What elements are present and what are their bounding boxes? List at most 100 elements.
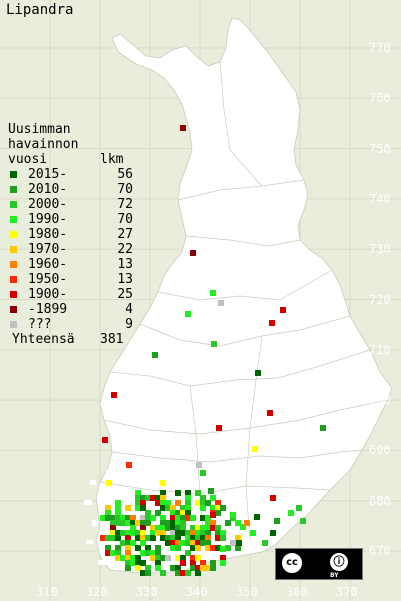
observation-square — [145, 520, 151, 526]
observation-square — [135, 560, 141, 566]
observation-square — [190, 540, 196, 546]
observation-square — [267, 410, 273, 416]
observation-square — [145, 495, 151, 501]
y-tick-label: 670 — [369, 544, 391, 558]
legend-swatch — [10, 291, 17, 298]
observation-square — [135, 555, 141, 561]
observation-square — [235, 520, 241, 526]
observation-square — [211, 341, 217, 347]
legend-swatch — [10, 186, 17, 193]
observation-square — [215, 535, 221, 541]
observation-square — [216, 425, 222, 431]
observation-square — [210, 512, 216, 518]
observation-square — [195, 530, 201, 536]
legend-row: 2015- 56 — [8, 167, 133, 182]
observation-square — [140, 570, 146, 576]
legend-swatch — [10, 201, 17, 208]
observation-square — [190, 560, 196, 566]
observation-square — [195, 565, 201, 571]
x-tick-label: 340 — [186, 585, 208, 599]
y-tick-label: 760 — [369, 91, 391, 106]
observation-square — [170, 565, 176, 571]
observation-square — [175, 555, 181, 561]
legend-row-count: 25 — [117, 287, 133, 302]
legend-row: 2000- 72 — [8, 197, 133, 212]
observation-square — [125, 520, 131, 526]
observation-square — [200, 530, 206, 536]
observation-square — [200, 535, 206, 541]
observation-square — [145, 570, 151, 576]
license-badge[interactable]: cc ⓘ BY — [275, 548, 363, 580]
observation-square — [160, 515, 166, 521]
observation-square — [125, 550, 131, 556]
legend-row-count: 70 — [117, 182, 133, 197]
observation-square — [208, 488, 214, 494]
legend-row: -1899 4 — [8, 302, 133, 317]
observation-square — [120, 530, 126, 536]
observation-square — [180, 530, 186, 536]
observation-square — [115, 545, 121, 551]
observation-square — [165, 525, 171, 531]
observation-square — [195, 570, 201, 576]
legend-row-count: 70 — [117, 212, 133, 227]
observation-square — [210, 505, 216, 511]
observation-square — [160, 520, 166, 526]
observation-square — [215, 530, 221, 536]
observation-square — [155, 500, 161, 506]
observation-square — [175, 535, 181, 541]
legend-heading-1: Uusimman — [8, 122, 71, 137]
observation-square — [175, 530, 181, 536]
observation-square — [195, 490, 201, 496]
legend-row-label: ??? — [28, 317, 52, 332]
legend-row: 1980- 27 — [8, 227, 133, 242]
observation-square — [115, 550, 121, 556]
y-tick-label: 700 — [369, 393, 391, 408]
observation-square — [170, 545, 176, 551]
observation-square — [220, 505, 226, 511]
observation-square — [165, 555, 171, 561]
observation-square — [196, 462, 202, 468]
observation-square — [180, 505, 186, 511]
observation-square — [185, 535, 191, 541]
observation-square — [185, 510, 191, 516]
observation-square — [180, 520, 186, 526]
observation-square — [205, 500, 211, 506]
observation-square — [145, 510, 151, 516]
observation-square — [115, 530, 121, 536]
observation-square — [274, 518, 280, 524]
observation-square — [185, 540, 191, 546]
observation-square — [185, 495, 191, 501]
observation-square — [125, 545, 131, 551]
observation-square — [175, 565, 181, 571]
observation-square — [195, 525, 201, 531]
observation-square — [160, 555, 166, 561]
observation-square — [125, 565, 131, 571]
observation-square — [296, 505, 302, 511]
observation-square — [180, 540, 186, 546]
observation-square — [140, 520, 146, 526]
legend-row-label: -1899 — [28, 302, 68, 317]
legend-row: 1900- 25 — [8, 287, 133, 302]
legend-row-label: 1960- — [28, 257, 68, 272]
observation-square — [140, 530, 146, 536]
observation-square — [165, 505, 171, 511]
observation-square — [205, 545, 211, 551]
legend-row-label: 1900- — [28, 287, 68, 302]
observation-square — [115, 510, 121, 516]
observation-square — [165, 500, 171, 506]
observation-square — [125, 540, 131, 546]
observation-square — [145, 515, 151, 521]
x-tick-label: 330 — [136, 585, 158, 599]
legend-row-label: 2000- — [28, 197, 68, 212]
observation-square — [155, 525, 161, 531]
observation-square — [220, 535, 226, 541]
observation-square — [105, 550, 111, 556]
observation-square — [110, 520, 116, 526]
observation-square — [235, 545, 241, 551]
observation-square — [130, 520, 136, 526]
observation-square — [320, 425, 326, 431]
observation-square — [106, 480, 112, 486]
observation-square — [105, 515, 111, 521]
observation-square — [130, 555, 136, 561]
observation-square — [155, 550, 161, 556]
